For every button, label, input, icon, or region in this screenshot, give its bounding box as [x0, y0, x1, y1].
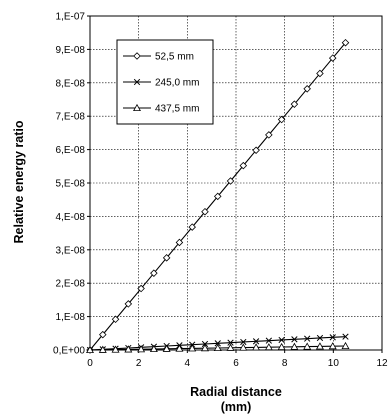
data-point	[278, 336, 285, 344]
y-tick-label: 6,E-08	[56, 145, 86, 156]
y-axis-ticks: 0,E+00 1,E-08 2,E-08 3,E-08 4,E-08 5,E-08 6,E-…	[53, 12, 90, 357]
y-tick-label: 9,E-08	[56, 45, 86, 56]
y-tick-label: 2,E-08	[56, 279, 86, 290]
y-tick-label: 4,E-08	[56, 212, 86, 223]
data-point	[201, 340, 209, 348]
data-point	[162, 254, 171, 262]
data-point	[137, 284, 145, 293]
data-point	[175, 344, 184, 352]
data-point	[341, 38, 350, 47]
y-tick-label: 8,E-08	[56, 78, 86, 89]
data-point	[213, 343, 222, 352]
data-point	[111, 315, 120, 324]
data-point	[265, 131, 273, 139]
data-point	[213, 192, 222, 201]
data-point	[328, 342, 337, 350]
data-point	[86, 345, 94, 354]
data-point	[291, 336, 298, 343]
data-point	[162, 344, 171, 352]
data-point	[341, 341, 350, 350]
data-point	[133, 103, 141, 112]
data-point	[137, 345, 146, 353]
data-point	[239, 161, 248, 170]
legend-entry: 52,5 mm	[123, 52, 194, 63]
x-tick-label: 4	[185, 358, 191, 369]
x-tick-label: 6	[233, 358, 239, 369]
data-point	[188, 344, 197, 352]
data-point	[264, 343, 273, 351]
data-point	[304, 335, 311, 342]
data-point	[175, 238, 184, 247]
data-point	[111, 345, 120, 353]
data-point	[133, 52, 141, 60]
y-tick-label: 3,E-08	[56, 245, 86, 256]
data-point	[201, 207, 209, 216]
y-tick-label: 7,E-08	[56, 112, 86, 123]
legend-label: 437,5 mm	[155, 104, 199, 115]
data-point	[303, 342, 312, 350]
legend-label: 52,5 mm	[155, 52, 194, 63]
data-point	[316, 334, 324, 342]
data-point	[316, 69, 324, 78]
data-point	[226, 343, 235, 351]
data-point	[252, 146, 260, 155]
data-point	[226, 177, 235, 185]
y-tick-label: 1,E-07	[56, 12, 86, 23]
legend-entry: 245,0 mm	[123, 78, 199, 89]
data-point	[124, 300, 133, 308]
data-point	[239, 343, 248, 351]
data-point	[290, 342, 299, 350]
data-point	[188, 223, 196, 231]
data-point	[99, 330, 107, 339]
x-tick-label: 0	[87, 358, 93, 369]
y-tick-label: 0,E+00	[53, 346, 85, 357]
legend: 52,5 mm 245,0 mm 437,5 mm	[116, 39, 214, 125]
data-point	[124, 345, 133, 353]
data-point	[150, 269, 158, 277]
data-point	[342, 333, 349, 340]
legend-entry: 437,5 mm	[123, 104, 199, 115]
x-axis-title: Radial distance	[190, 385, 282, 399]
data-point	[98, 345, 107, 353]
x-axis-ticks: 0 2 4 6 8 10 12	[87, 350, 388, 369]
x-axis-unit: (mm)	[221, 400, 252, 414]
data-point	[252, 338, 260, 345]
data-point	[303, 85, 311, 93]
legend-label: 245,0 mm	[155, 78, 199, 89]
data-point	[265, 337, 273, 344]
y-tick-label: 1,E-08	[56, 312, 86, 323]
series-layer	[86, 38, 350, 354]
data-point	[149, 344, 158, 353]
data-point	[315, 342, 324, 350]
x-tick-label: 12	[376, 358, 388, 369]
data-point	[329, 334, 336, 341]
data-point	[277, 342, 286, 351]
series-3	[86, 341, 350, 354]
x-tick-label: 2	[136, 358, 142, 369]
x-tick-label: 8	[282, 358, 288, 369]
data-point	[227, 339, 234, 346]
y-tick-label: 5,E-08	[56, 179, 86, 190]
series-1	[86, 38, 350, 354]
data-point	[133, 78, 141, 86]
data-point	[290, 100, 299, 108]
data-point	[252, 343, 261, 351]
data-point	[328, 54, 337, 62]
y-axis-title: Relative energy ratio	[12, 120, 26, 243]
data-point	[240, 338, 247, 346]
data-point	[200, 344, 209, 352]
x-tick-label: 10	[328, 358, 340, 369]
data-point	[277, 115, 286, 124]
data-point	[214, 340, 221, 347]
